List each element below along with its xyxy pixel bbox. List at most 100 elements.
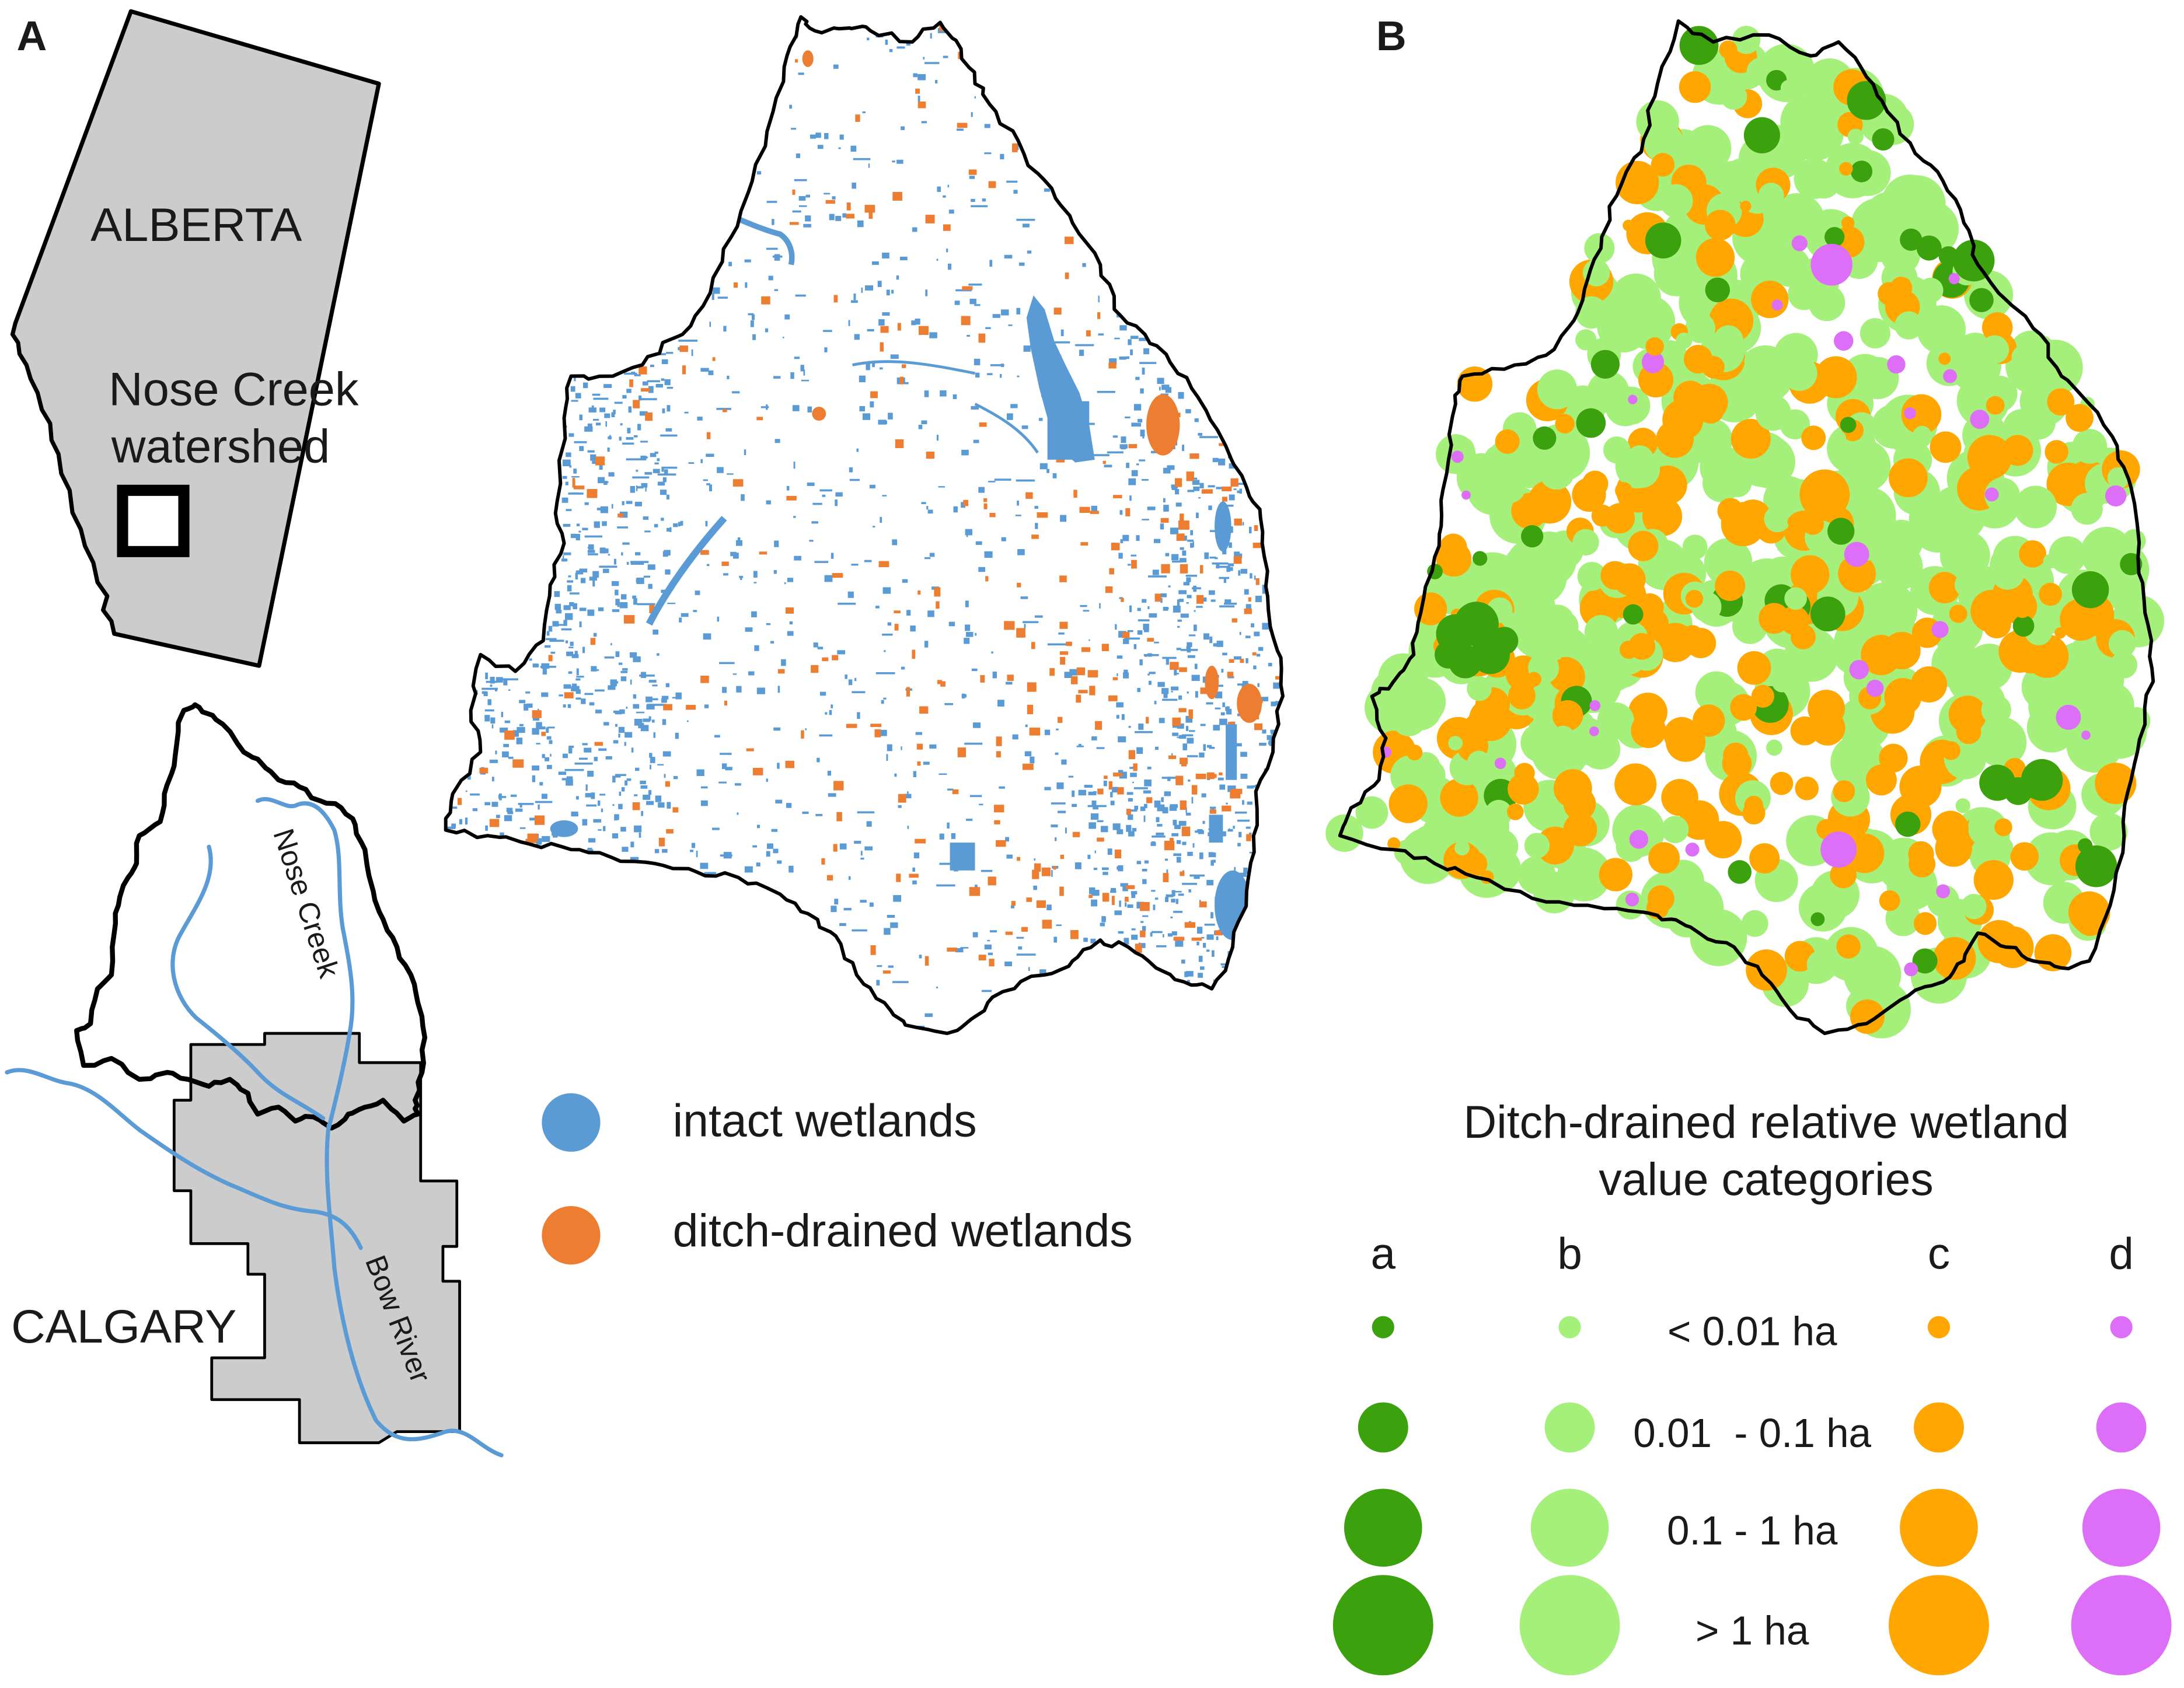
intact-wetland-patch	[1187, 642, 1192, 648]
value-circle-b	[1930, 602, 1983, 655]
ditch-drained-wetland-patch	[1087, 670, 1098, 678]
ditch-drained-wetland-patch	[1195, 773, 1206, 780]
intact-wetland-patch	[684, 411, 689, 414]
intact-wetland-patch	[1197, 829, 1203, 833]
intact-wetland-patch	[632, 476, 650, 479]
intact-wetland-patch	[691, 843, 696, 848]
intact-wetland-patch	[756, 171, 762, 175]
intact-wetland-patch	[728, 261, 732, 267]
intact-wetland-patch	[639, 674, 655, 677]
value-circle-b	[1798, 883, 1847, 932]
intact-wetland-patch	[591, 792, 595, 799]
value-circle-d	[1628, 394, 1638, 404]
intact-wetland-patch	[496, 815, 500, 819]
intact-wetland-patch	[1271, 701, 1276, 707]
intact-wetland-patch	[484, 715, 490, 722]
value-circle-b	[1653, 251, 1700, 296]
intact-wetland-patch	[975, 632, 977, 636]
ditch-drained-wetland-patch	[665, 781, 670, 787]
intact-wetland-patch	[1162, 807, 1168, 813]
ditch-drained-wetland-patch	[836, 812, 842, 822]
intact-wetland-patch	[627, 428, 631, 434]
intact-wetland-patch	[515, 808, 523, 812]
intact-wetland-patch	[1216, 564, 1220, 569]
value-circle-c	[2019, 540, 2046, 568]
intact-wetland-patch	[833, 64, 839, 69]
intact-wetland-patch	[1199, 752, 1205, 758]
intact-wetland-patch	[626, 706, 628, 709]
ditch-drained-wetland-patch	[534, 815, 545, 825]
intact-wetland-patch	[838, 147, 841, 149]
value-circle-d	[1589, 700, 1601, 711]
intact-wetland-patch	[803, 369, 805, 376]
intact-wetland-patch	[1199, 436, 1218, 438]
intact-wetland-patch	[951, 833, 956, 839]
value-circle-d	[1948, 273, 1960, 285]
intact-wetland-patch	[1161, 797, 1164, 802]
intact-wetland-patch	[681, 613, 689, 617]
intact-wetland-patch	[1110, 801, 1115, 806]
value-circle-b	[1641, 295, 1659, 313]
intact-wetland-patch	[561, 558, 568, 562]
intact-wetland-patch	[919, 955, 922, 959]
value-circle-a	[1810, 596, 1845, 632]
intact-wetland-patch	[495, 750, 497, 754]
ditch-drained-wetland-patch	[1229, 659, 1234, 663]
intact-wetland-patch	[1122, 885, 1128, 892]
intact-wetland-patch	[664, 774, 666, 778]
intact-wetland-patch	[640, 441, 648, 443]
intact-wetland-patch	[546, 764, 552, 770]
intact-wetland-patch	[599, 565, 617, 568]
intact-wetland-patch	[1069, 669, 1078, 676]
intact-wetland-patch	[924, 641, 929, 648]
ditch-drained-wetland-patch	[1169, 837, 1174, 845]
ditch-drained-wetland-patch	[1172, 717, 1181, 726]
intact-wetland-patch	[550, 754, 552, 757]
intact-wetland-patch	[981, 990, 992, 992]
intact-wetland-patch	[939, 862, 958, 865]
intact-wetland-patch	[483, 691, 488, 697]
ditch-drained-wetland-patch	[1181, 826, 1191, 837]
ditch-drained-wetland-patch	[761, 296, 770, 305]
intact-wetland-patch	[564, 768, 584, 771]
intact-wetland-patch	[590, 454, 596, 461]
intact-wetland-patch	[549, 639, 564, 642]
intact-wetland-channel	[646, 516, 727, 626]
value-circle-d	[2105, 485, 2127, 507]
value-circle-b	[2017, 409, 2049, 441]
intact-wetland-patch	[1226, 567, 1230, 572]
nose-creek-river	[255, 797, 355, 1130]
intact-wetland-patch	[1134, 805, 1138, 810]
intact-wetland-patch	[955, 948, 964, 953]
value-circle-a	[1490, 627, 1519, 655]
intact-wetland-patch	[662, 719, 667, 725]
intact-wetland-patch	[1143, 790, 1152, 794]
value-circle-a	[1872, 128, 1895, 151]
intact-wetland-patch	[696, 769, 704, 777]
intact-wetland-patch	[529, 817, 536, 821]
intact-wetland-patch	[630, 857, 639, 860]
intact-wetland-patch	[1240, 752, 1247, 757]
intact-wetland-patch	[939, 773, 947, 775]
intact-wetland-patch	[552, 621, 559, 627]
ditch-drained-wetland-patch	[1097, 788, 1104, 795]
intact-wetland-patch	[811, 521, 819, 524]
intact-wetland-patch	[568, 746, 574, 748]
value-circle-b	[1685, 313, 1715, 344]
intact-wetland-patch	[1227, 563, 1234, 567]
intact-wetland-patch	[626, 389, 632, 393]
intact-wetland-patch	[1128, 726, 1131, 728]
intact-wetland-patch	[587, 847, 592, 854]
legend-b: Ditch-drained relative wetland value cat…	[1332, 1096, 2172, 1676]
intact-wetland-patch	[774, 289, 779, 291]
value-circle-b	[1741, 910, 1768, 937]
intact-wetland-patch	[700, 800, 708, 806]
intact-wetland-patch	[1142, 599, 1147, 603]
intact-wetland-patch	[1227, 676, 1234, 679]
intact-wetland-patch	[1033, 885, 1037, 890]
intact-wetland-patch	[508, 689, 511, 691]
value-circle-b	[1784, 587, 1807, 610]
intact-wetland-patch	[609, 435, 611, 440]
ditch-drained-wetland-patch	[1222, 497, 1227, 502]
ditch-drained-wetland-patch	[980, 675, 985, 683]
